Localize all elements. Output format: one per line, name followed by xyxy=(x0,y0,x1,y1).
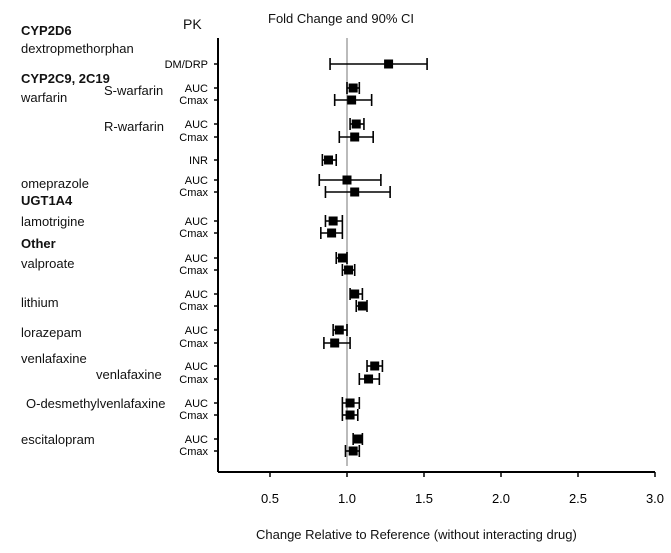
pk-label: Cmax xyxy=(179,132,208,144)
point-estimate xyxy=(353,434,363,444)
pk-label: Cmax xyxy=(179,374,208,386)
drug-label: lorazepam xyxy=(21,325,82,340)
pk-label: INR xyxy=(189,155,208,167)
point-estimate xyxy=(328,216,338,226)
point-estimate xyxy=(345,410,355,420)
pk-label: AUC xyxy=(185,119,208,131)
drug-label: valproate xyxy=(21,256,75,271)
point-estimate xyxy=(370,361,380,371)
point-estimate xyxy=(350,289,360,299)
drug-label: warfarin xyxy=(21,90,68,105)
drug-label: escitalopram xyxy=(21,432,95,447)
point-estimate xyxy=(344,265,354,275)
x-tick-label: 0.5 xyxy=(261,491,279,506)
point-estimate xyxy=(337,253,347,263)
point-estimate xyxy=(350,187,360,197)
point-estimate xyxy=(384,59,394,69)
pk-label: AUC xyxy=(185,325,208,337)
pk-label: Cmax xyxy=(179,187,208,199)
pk-label: AUC xyxy=(185,434,208,446)
pk-label: DM/DRP xyxy=(165,59,208,71)
point-estimate xyxy=(348,446,358,456)
pk-label: AUC xyxy=(185,216,208,228)
pk-label: AUC xyxy=(185,253,208,265)
point-estimate xyxy=(347,95,357,105)
point-estimate xyxy=(342,175,352,185)
point-estimate xyxy=(364,374,374,384)
subdrug-label: R-warfarin xyxy=(104,119,164,134)
point-estimate xyxy=(357,301,367,311)
drug-label: venlafaxine xyxy=(21,351,87,366)
subdrug-label: venlafaxine xyxy=(96,367,162,382)
pk-label: Cmax xyxy=(179,95,208,107)
point-estimate xyxy=(324,155,334,165)
point-estimate xyxy=(327,228,337,238)
x-tick-label: 2.5 xyxy=(569,491,587,506)
x-tick-label: 1.5 xyxy=(415,491,433,506)
x-axis-label: Change Relative to Reference (without in… xyxy=(256,527,577,542)
pk-label: AUC xyxy=(185,289,208,301)
pk-label: AUC xyxy=(185,83,208,95)
pk-label: Cmax xyxy=(179,265,208,277)
point-estimate xyxy=(350,132,360,142)
subdrug-label: S-warfarin xyxy=(104,83,164,98)
point-estimate xyxy=(345,398,355,408)
group-label: UGT1A4 xyxy=(21,193,73,208)
drug-label: omeprazole xyxy=(21,176,89,191)
point-estimate xyxy=(351,119,361,129)
x-tick-label: 1.0 xyxy=(338,491,356,506)
pk-label: AUC xyxy=(185,361,208,373)
pk-label: Cmax xyxy=(179,338,208,350)
drug-label: lithium xyxy=(21,295,59,310)
drug-label: dextropmethorphan xyxy=(21,41,134,56)
x-tick-label: 2.0 xyxy=(492,491,510,506)
point-estimate xyxy=(330,338,340,348)
group-label: Other xyxy=(21,236,56,251)
x-tick-label: 3.0 xyxy=(646,491,664,506)
pk-label: AUC xyxy=(185,175,208,187)
pk-label: AUC xyxy=(185,398,208,410)
point-estimate xyxy=(334,325,344,335)
pk-label: Cmax xyxy=(179,228,208,240)
pk-label: Cmax xyxy=(179,446,208,458)
drug-label: lamotrigine xyxy=(21,214,85,229)
chart-title: Fold Change and 90% CI xyxy=(268,11,414,26)
pk-label: Cmax xyxy=(179,301,208,313)
subdrug-label: O-desmethylvenlafaxine xyxy=(26,396,166,411)
group-label: CYP2D6 xyxy=(21,23,72,38)
point-estimate xyxy=(348,83,358,93)
pk-label: Cmax xyxy=(179,410,208,422)
group-label: CYP2C9, 2C19 xyxy=(21,71,110,86)
pk-column-header: PK xyxy=(183,16,202,32)
